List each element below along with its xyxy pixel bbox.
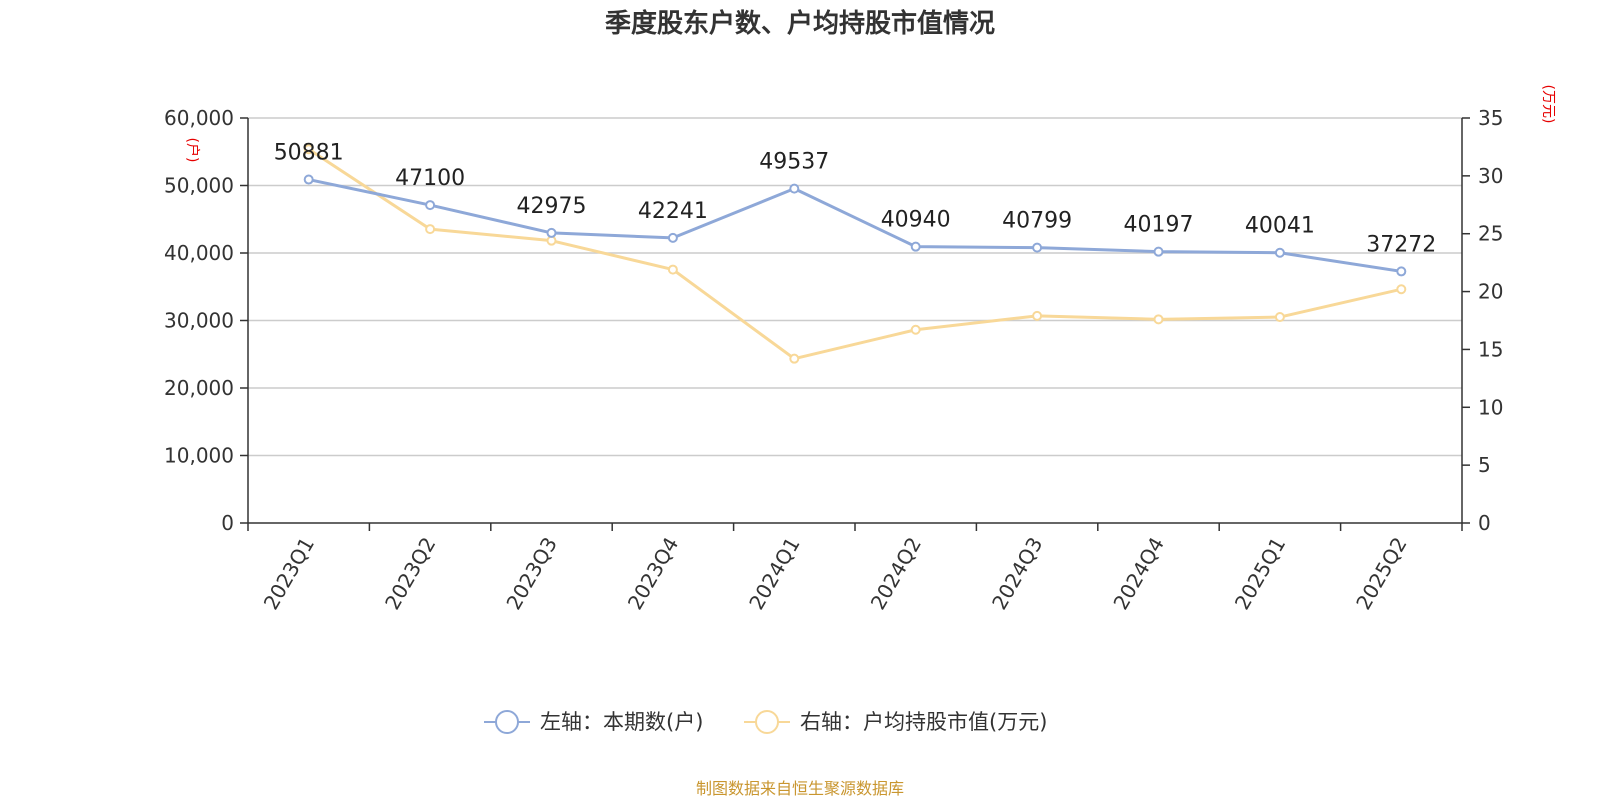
right-tick-label: 5	[1478, 453, 1491, 477]
data-label: 40041	[1245, 214, 1315, 239]
left-tick-label: 30,000	[164, 309, 234, 333]
data-point[interactable]	[303, 144, 314, 155]
right-tick-label: 25	[1478, 222, 1503, 246]
legend-label: 左轴：本期数(户)	[540, 710, 703, 734]
data-point[interactable]	[425, 200, 436, 211]
data-label: 40799	[1002, 209, 1072, 234]
left-tick-label: 10,000	[164, 444, 234, 468]
x-tick-label: 2023Q4	[623, 533, 683, 614]
data-label: 40940	[881, 208, 951, 233]
data-label: 40197	[1124, 213, 1194, 238]
data-label: 47100	[395, 166, 465, 191]
series-line-1	[307, 147, 1402, 361]
right-tick-label: 15	[1478, 337, 1503, 361]
data-label: 49537	[759, 150, 829, 175]
data-point[interactable]	[667, 264, 678, 275]
left-tick-label: 60,000	[164, 106, 234, 130]
legend-label: 右轴：户均持股市值(万元)	[800, 710, 1047, 734]
data-point[interactable]	[546, 227, 557, 238]
data-point[interactable]	[1032, 310, 1043, 321]
data-point[interactable]	[1153, 314, 1164, 325]
data-point[interactable]	[1274, 247, 1285, 258]
data-point[interactable]	[303, 174, 314, 185]
data-point[interactable]	[1153, 246, 1164, 257]
data-labels: 50881 47100 42975 42241 49537 40940 40799 40197…	[274, 141, 1437, 258]
data-label: 37272	[1366, 232, 1436, 257]
data-point[interactable]	[1032, 242, 1043, 253]
data-point[interactable]	[910, 324, 921, 335]
left-tick-label: 20,000	[164, 376, 234, 400]
x-tick-label: 2023Q1	[259, 533, 319, 614]
source-note: 制图数据来自恒生聚源数据库	[696, 779, 904, 798]
legend-item-1[interactable]: 右轴：户均持股市值(万元)	[744, 710, 1047, 734]
data-point[interactable]	[910, 241, 921, 252]
grid-lines	[248, 117, 1462, 457]
right-tick-label: 20	[1478, 280, 1503, 304]
legend-item-0[interactable]: 左轴：本期数(户)	[484, 710, 703, 734]
right-tick-label: 0	[1478, 511, 1491, 535]
axes: 0 10,000 20,000 30,000 40,000 50,000 60,000 0 5 1…	[164, 106, 1503, 614]
chart-title: 季度股东户数、户均持股市值情况	[605, 8, 995, 39]
data-point[interactable]	[425, 224, 436, 235]
series-line-0	[308, 178, 1402, 273]
left-tick-label: 0	[221, 511, 234, 535]
data-point[interactable]	[1396, 284, 1407, 295]
data-point[interactable]	[667, 232, 678, 243]
left-tick-label: 50,000	[164, 174, 234, 198]
x-tick-label: 2023Q2	[380, 533, 440, 614]
data-label: 50881	[274, 141, 344, 166]
data-label: 42241	[638, 199, 708, 224]
x-tick-label: 2024Q1	[744, 533, 804, 614]
x-tick-label: 2025Q1	[1230, 533, 1290, 614]
right-tick-label: 30	[1478, 164, 1503, 188]
x-tick-label: 2024Q2	[866, 533, 926, 614]
data-point[interactable]	[789, 353, 800, 364]
data-point[interactable]	[1396, 266, 1407, 277]
right-axis-unit: (万元)	[1540, 85, 1556, 124]
data-point[interactable]	[789, 183, 800, 194]
right-tick-label: 35	[1478, 106, 1503, 130]
left-tick-label: 40,000	[164, 241, 234, 265]
series-lines	[303, 144, 1407, 364]
x-tick-label: 2024Q4	[1108, 533, 1168, 614]
legend-marker	[755, 710, 779, 734]
x-tick-label: 2025Q2	[1351, 533, 1411, 614]
x-tick-label: 2023Q3	[501, 533, 561, 614]
data-label: 42975	[517, 194, 587, 219]
legend[interactable]: 左轴：本期数(户) 右轴：户均持股市值(万元)	[484, 710, 1047, 734]
right-tick-label: 10	[1478, 395, 1503, 419]
legend-marker	[495, 710, 519, 734]
left-axis-unit: (户)	[184, 138, 201, 163]
x-tick-label: 2024Q3	[987, 533, 1047, 614]
data-point[interactable]	[1274, 312, 1285, 323]
